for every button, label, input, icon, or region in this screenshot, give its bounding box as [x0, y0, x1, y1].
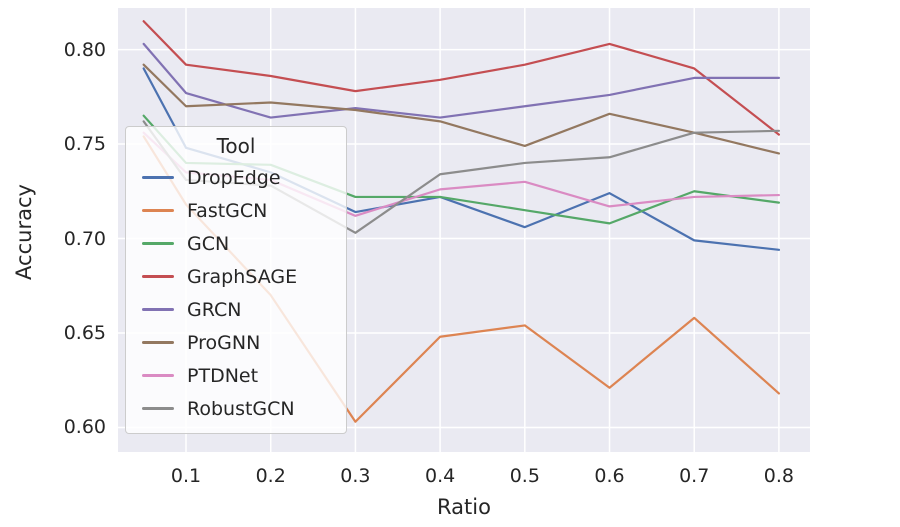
x-axis-label: Ratio [437, 495, 491, 519]
legend-item-DropEdge: DropEdge [126, 161, 346, 194]
legend-item-FastGCN: FastGCN [126, 194, 346, 227]
x-tick-label: 0.2 [255, 465, 286, 487]
y-tick-label: 0.65 [63, 321, 106, 344]
legend-item-GCN: GCN [126, 227, 346, 260]
legend-swatch-icon [142, 406, 174, 411]
legend-swatch-icon [142, 340, 174, 345]
x-tick-label: 0.8 [763, 465, 795, 487]
x-tick-label: 0.7 [679, 465, 710, 487]
legend-swatch-icon [142, 241, 174, 246]
legend: Tool DropEdge FastGCN GCN GraphSAGE GRCN ProG… [125, 126, 347, 434]
legend-swatch-icon [142, 373, 174, 378]
x-tick-label: 0.6 [594, 465, 625, 487]
legend-swatch-icon [142, 307, 174, 312]
x-tick-label: 0.3 [340, 465, 371, 487]
series-line-GraphSAGE [142, 20, 781, 136]
legend-swatch-icon [142, 175, 174, 180]
legend-label: GraphSAGE [187, 265, 298, 288]
y-tick-label: 0.60 [63, 416, 106, 439]
y-tick-label: 0.75 [63, 133, 106, 156]
legend-item-RobustGCN: RobustGCN [126, 392, 346, 425]
legend-swatch-icon [142, 208, 174, 213]
x-tick-label: 0.4 [425, 465, 456, 487]
legend-label: DropEdge [187, 166, 281, 189]
legend-item-PTDNet: PTDNet [126, 359, 346, 392]
legend-swatch-icon [142, 274, 174, 279]
series-line-ProGNN [142, 63, 781, 155]
legend-item-GraphSAGE: GraphSAGE [126, 260, 346, 293]
x-tick-label: 0.5 [509, 465, 540, 487]
y-axis-label: Accuracy [12, 184, 36, 280]
legend-label: GCN [187, 232, 230, 255]
legend-items: DropEdge FastGCN GCN GraphSAGE GRCN ProGNN PTD… [126, 161, 346, 425]
legend-label: ProGNN [187, 331, 261, 354]
legend-item-ProGNN: ProGNN [126, 326, 346, 359]
legend-label: PTDNet [187, 364, 259, 387]
legend-label: GRCN [187, 298, 242, 321]
x-tick-label: 0.1 [170, 465, 202, 487]
y-tick-label: 0.70 [63, 227, 106, 250]
legend-item-GRCN: GRCN [126, 293, 346, 326]
legend-label: RobustGCN [187, 397, 295, 420]
legend-title: Tool [216, 134, 256, 158]
series-line-GRCN [142, 42, 781, 119]
y-tick-label: 0.80 [63, 38, 106, 61]
legend-label: FastGCN [187, 199, 268, 222]
